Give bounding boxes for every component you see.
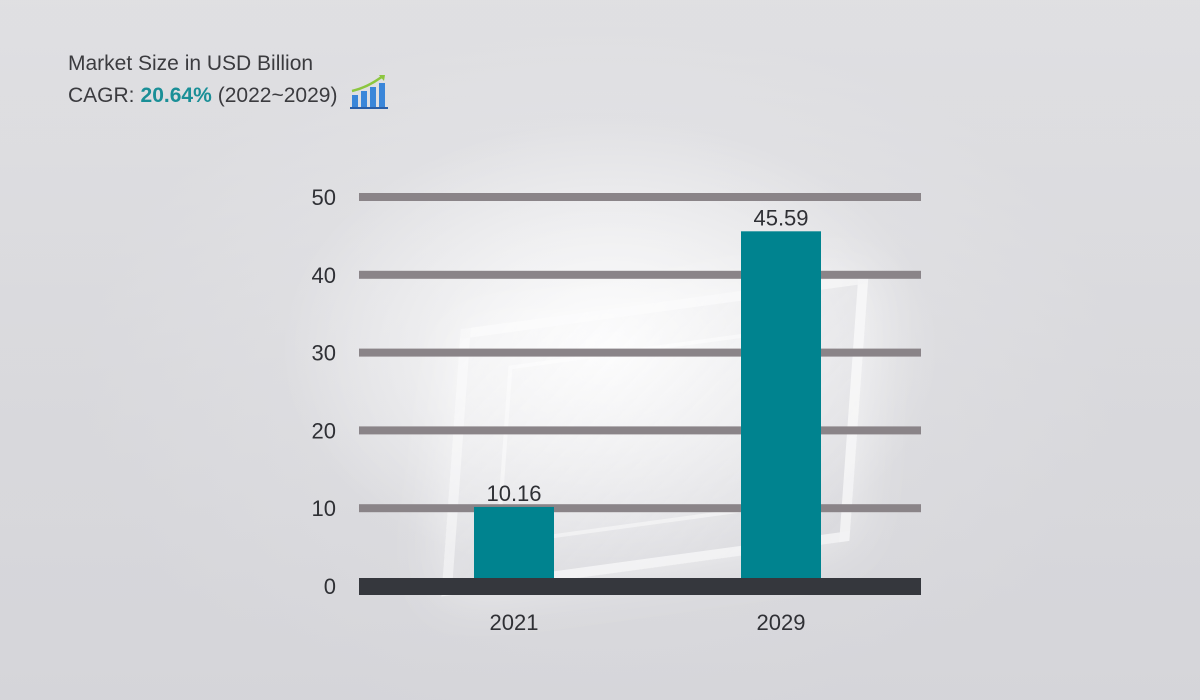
y-tick-label: 30 — [312, 341, 336, 366]
bar — [474, 506, 554, 578]
y-tick-label: 10 — [312, 496, 336, 521]
chart-title: Market Size in USD Billion — [68, 52, 314, 75]
cagr-value: 20.64% — [140, 83, 212, 107]
gridline — [359, 270, 921, 279]
gridline — [359, 348, 921, 357]
y-tick-label: 20 — [312, 418, 336, 443]
data-label: 45.59 — [753, 205, 808, 230]
chart-header: Market Size in USD Billion CAGR: 20.64% … — [68, 48, 389, 111]
cagr-row: CAGR: 20.64% (2022~2029) — [68, 74, 389, 111]
gridline — [359, 504, 921, 513]
y-tick-label: 40 — [312, 263, 336, 288]
y-tick-label: 50 — [312, 185, 336, 210]
data-label: 10.16 — [486, 481, 541, 506]
bar — [741, 231, 821, 578]
x-tick-label: 2029 — [757, 610, 806, 635]
cagr-period: (2022~2029) — [217, 83, 338, 107]
growth-chart-icon — [349, 73, 389, 111]
y-tick-label: 0 — [324, 574, 336, 599]
x-tick-label: 2021 — [490, 610, 539, 635]
gridline — [359, 193, 921, 201]
baseline-axis — [359, 578, 921, 595]
cagr-label: CAGR: — [68, 83, 135, 107]
gridline — [359, 426, 921, 435]
